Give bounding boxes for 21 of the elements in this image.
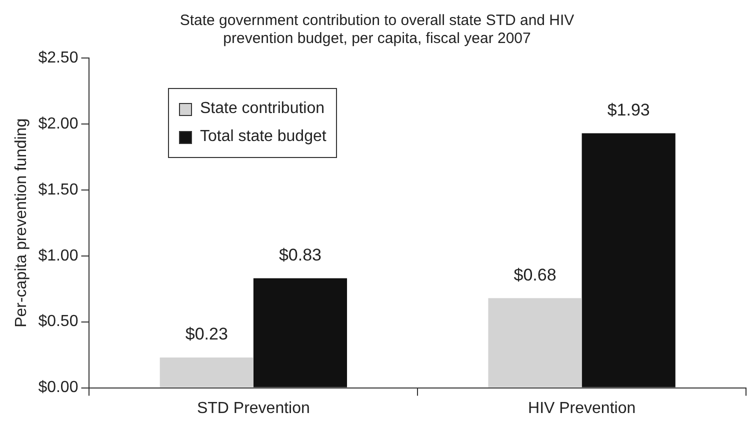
y-tick-label: $0.50 — [38, 313, 78, 330]
legend-label: State contribution — [200, 99, 325, 119]
text: prevention budget, per capita, fiscal year 2007 — [223, 30, 531, 48]
text: State government contribution to overall state STD and HIV — [180, 12, 574, 30]
y-tick-label: $1.50 — [38, 181, 78, 198]
bar — [160, 357, 254, 388]
bar — [253, 278, 348, 388]
legend-label: Total state budget — [200, 127, 326, 147]
data-label: $0.83 — [278, 245, 322, 264]
data-label: $0.23 — [185, 324, 228, 344]
bar — [582, 133, 676, 388]
data-label: $1.93 — [607, 100, 650, 120]
bar — [488, 298, 582, 388]
y-tick-label: $1.00 — [38, 247, 78, 264]
x-tick-label: STD Prevention — [196, 400, 310, 417]
data-label: $0.68 — [514, 265, 556, 284]
y-axis-title: Per-capita prevention funding — [13, 118, 30, 328]
x-tick-label: HIV Prevention — [528, 400, 636, 417]
y-tick-label: $2.50 — [38, 49, 78, 66]
y-tick-label: $0.00 — [38, 379, 78, 396]
y-tick-label: $2.00 — [38, 115, 78, 132]
